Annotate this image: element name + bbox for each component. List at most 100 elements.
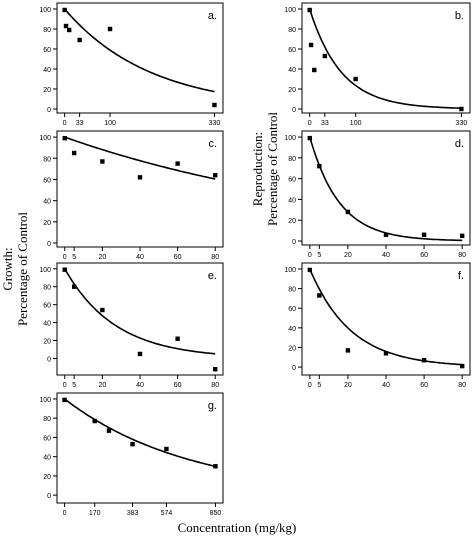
panel-f-point-4 <box>421 358 427 363</box>
panel-e-point-2 <box>100 307 105 313</box>
panel-f-point-1 <box>317 293 322 298</box>
panel-c-point-5 <box>213 173 218 178</box>
panel-a-xtick-label-100: 100 <box>104 120 116 127</box>
panel-g-xtick-label-574: 574 <box>161 510 173 517</box>
panel-c-frame <box>56 130 224 248</box>
growth-label-line1: Growth: <box>0 247 15 291</box>
reproduction-label-line1: Reproduction: <box>250 131 265 207</box>
panel-g-ytick-label-20: 20 <box>43 474 51 481</box>
panel-f-ytick-label-80: 80 <box>288 287 296 294</box>
panel-a-xtick-label-0: 0 <box>63 120 67 127</box>
panel-d-point-2 <box>345 209 351 215</box>
panel-a-label: a. <box>208 10 217 22</box>
panel-f-xtick-label-0: 0 <box>308 382 312 389</box>
panel-g-frame <box>56 392 224 504</box>
panel-d-xtick-label-5: 5 <box>317 252 321 259</box>
panel-c-xtick-label-0: 0 <box>63 254 67 261</box>
panel-c-point-4 <box>175 161 180 166</box>
panel-g-xtick-label-170: 170 <box>89 510 101 517</box>
panel-d-fit-curve <box>309 136 463 242</box>
panel-d-ytick-label-40: 40 <box>288 197 296 204</box>
panel-b-point-4 <box>353 76 358 82</box>
panel-e-xtick-label-80: 80 <box>211 382 219 389</box>
panel-b-point-2 <box>312 67 317 73</box>
panel-g-xtick-label-0: 0 <box>63 510 67 517</box>
panel-f-xtick-label-40: 40 <box>382 382 390 389</box>
panel-e-ytick-label-60: 60 <box>43 303 51 310</box>
panel-g-ytick-label-80: 80 <box>43 416 51 423</box>
panel-f-xtick-label-80: 80 <box>458 382 466 389</box>
panel-a: 0 20 40 60 80 100 0 33 100 330 a. <box>39 2 224 127</box>
panel-g-fit-curve <box>64 398 216 468</box>
panel-b-ytick-label-20: 20 <box>288 87 296 94</box>
panel-b-ytick-label-80: 80 <box>288 27 296 34</box>
panel-f-ytick-label-20: 20 <box>288 345 296 352</box>
panel-a-ytick-label-20: 20 <box>43 87 51 94</box>
panel-e-ytick-label-80: 80 <box>43 285 51 292</box>
panel-d-point-0 <box>307 135 313 141</box>
panel-c-ytick-label-0: 0 <box>47 241 51 248</box>
panel-e-ytick-label-20: 20 <box>43 339 51 346</box>
panel-b-xtick-label-33: 33 <box>321 120 329 127</box>
panel-d-frame <box>301 130 471 246</box>
panel-d-ytick-label-0: 0 <box>292 239 296 246</box>
panel-c-label: c. <box>208 138 217 150</box>
panel-b-xtick-label-0: 0 <box>308 120 312 127</box>
panel-a-point-2 <box>66 27 72 33</box>
panel-e-point-1 <box>71 284 77 289</box>
panel-b-xtick-label-330: 330 <box>456 120 468 127</box>
panel-e-xtick-label-20: 20 <box>98 382 106 389</box>
panel-e-fit-curve <box>64 268 216 355</box>
panel-d-point-4 <box>421 232 427 237</box>
panel-a-point-3 <box>77 37 82 43</box>
panel-g-ytick-label-60: 60 <box>43 435 51 442</box>
panel-f-point-5 <box>459 363 465 369</box>
panel-g-xtick-label-383: 383 <box>127 510 139 517</box>
panel-c-point-3 <box>137 175 143 180</box>
panel-b-point-0 <box>307 7 312 13</box>
panel-d-xtick-label-40: 40 <box>382 252 390 259</box>
panel-c-point-1 <box>71 150 77 156</box>
panel-g-point-4 <box>164 446 169 452</box>
panel-g-point-1 <box>92 418 97 424</box>
panel-a-point-5 <box>212 102 217 108</box>
x-axis-label: Concentration (mg/kg) <box>177 520 297 535</box>
panel-a-point-1 <box>63 23 69 29</box>
reproduction-axis-label: Reproduction: Percentage of Control <box>250 89 282 249</box>
panel-c-xtick-label-60: 60 <box>174 254 182 261</box>
panel-b-ytick-label-0: 0 <box>292 107 296 114</box>
panel-b-label: b. <box>455 10 464 22</box>
panel-b: 0 20 40 60 80 100 0 33 100 330 b. <box>284 2 471 127</box>
panel-f-ytick-label-0: 0 <box>292 365 296 372</box>
panel-c-ytick-label-40: 40 <box>43 199 51 206</box>
panel-e-xtick-label-40: 40 <box>136 382 144 389</box>
panel-b-ytick-label-40: 40 <box>288 67 296 74</box>
panel-d-ytick-label-60: 60 <box>288 177 296 184</box>
panel-e-xtick-label-60: 60 <box>174 382 182 389</box>
panel-c-xtick-label-20: 20 <box>98 254 106 261</box>
panel-d-ytick-label-20: 20 <box>288 218 296 225</box>
panel-c-fit-curve <box>64 136 216 180</box>
growth-label-line2: Percentage of Control <box>15 211 30 327</box>
panel-g-ytick-label-0: 0 <box>47 493 51 500</box>
panel-f-ytick-label-100: 100 <box>284 267 296 274</box>
panel-d-point-1 <box>317 163 322 169</box>
panel-e-point-5 <box>213 367 218 372</box>
panel-g: 0 20 40 60 80 100 0 170 383 574 850 g. <box>39 392 224 517</box>
panel-b-frame <box>301 2 471 114</box>
panel-e-ytick-label-0: 0 <box>47 356 51 363</box>
panel-b-point-3 <box>322 53 328 59</box>
panel-g-point-0 <box>62 397 67 403</box>
panel-e-ytick-label-100: 100 <box>39 267 51 274</box>
panel-a-ytick-label-60: 60 <box>43 47 51 54</box>
panel-f-xtick-label-60: 60 <box>420 382 428 389</box>
panel-a-ytick-label-100: 100 <box>39 7 51 14</box>
panel-b-point-1 <box>308 42 314 48</box>
panel-c-point-2 <box>100 159 105 164</box>
panel-a-ytick-label-80: 80 <box>43 27 51 34</box>
panel-c-xtick-label-5: 5 <box>72 254 76 261</box>
panel-g-point-2 <box>106 428 112 433</box>
